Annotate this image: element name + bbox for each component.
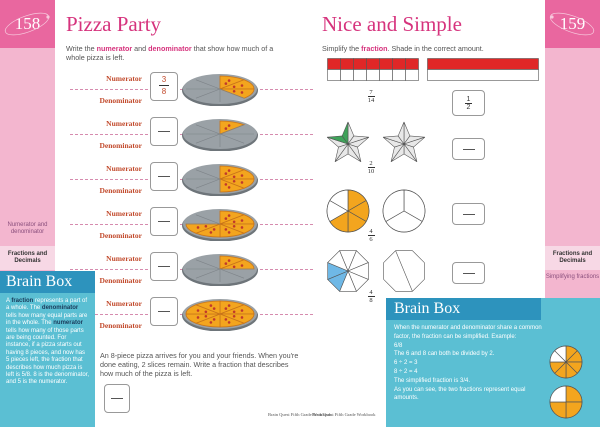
denominator-label: Denominator — [99, 276, 143, 285]
brain-box-circles — [549, 345, 583, 419]
circles-row-3 — [326, 189, 426, 233]
numerator-label: Numerator — [106, 164, 142, 173]
side-topic-left: Numerator and denominator — [7, 222, 48, 235]
word-problem: An 8-piece pizza arrives for you and you… — [100, 351, 299, 378]
page-number-right: 159 — [545, 0, 600, 48]
denominator-label: Denominator — [99, 321, 143, 330]
pizza-icon — [182, 74, 258, 106]
brain-box-left: Brain Box A fraction represents a part o… — [0, 271, 95, 427]
orbit-decoration-icon — [549, 12, 595, 36]
numerator-label: Numerator — [106, 209, 142, 218]
pizza-icon — [182, 209, 258, 241]
page-number-left: 158 — [0, 0, 55, 48]
side-section-right: Fractions and Decimals — [545, 246, 600, 270]
brain-box-title-right: Brain Box — [394, 300, 461, 317]
numerator-label: Numerator — [106, 299, 142, 308]
bar-fourteen-parts — [327, 58, 419, 81]
denominator-label: Denominator — [99, 186, 143, 195]
star-shaded-icon — [326, 121, 370, 163]
denominator-label: Denominator — [99, 96, 143, 105]
answer-box-row-3[interactable] — [452, 203, 485, 225]
brain-box-text-left: A fraction represents a part of a whole.… — [6, 298, 90, 386]
footer-left: Brain Quest Fifth Grade Workbook — [268, 412, 332, 417]
footer-right: Brain Quest Fifth Grade Workbook — [312, 412, 376, 417]
brain-box-right: Brain Box When the numerator and denomin… — [386, 298, 600, 427]
numerator-label: Numerator — [106, 119, 142, 128]
instruction-right: Simplify the fraction. Shade in the corr… — [322, 44, 484, 53]
instruction-left: Write the numerator and denominator that… — [66, 44, 274, 62]
fraction-answer-box[interactable] — [150, 297, 178, 326]
side-section-left: Fractions and Decimals — [0, 246, 55, 270]
fraction-row-1: 7 14 — [367, 89, 375, 104]
orbit-decoration-icon — [4, 12, 50, 36]
page-title-left: Pizza Party — [66, 12, 162, 36]
denominator-label: Denominator — [99, 231, 143, 240]
bar-two-parts — [427, 58, 539, 81]
numerator-label: Numerator — [106, 254, 142, 263]
denominator-label: Denominator — [99, 141, 143, 150]
fraction-answer-box[interactable] — [150, 162, 178, 191]
page-title-right: Nice and Simple — [322, 12, 462, 36]
answer-box-row-4[interactable] — [452, 262, 485, 284]
word-problem-answer-box[interactable] — [104, 384, 130, 413]
brain-box-title-left: Brain Box — [6, 273, 73, 290]
side-topic-right: Simplifying fractions — [545, 274, 600, 280]
numerator-label: Numerator — [106, 74, 142, 83]
pizza-icon — [182, 299, 258, 331]
pizza-icon — [182, 164, 258, 196]
pizza-icon — [182, 254, 258, 286]
octagons-row-4 — [327, 250, 425, 292]
fraction-answer-box[interactable] — [150, 207, 178, 236]
pizza-icon — [182, 119, 258, 151]
answer-box-row-2[interactable] — [452, 138, 485, 160]
brain-box-text-right: When the numerator and denominator share… — [394, 325, 542, 402]
fraction-answer-box[interactable] — [150, 117, 178, 146]
fraction-answer-box[interactable] — [150, 252, 178, 281]
star-empty-icon — [382, 121, 426, 163]
fraction-row-2: 2 10 — [367, 160, 375, 175]
